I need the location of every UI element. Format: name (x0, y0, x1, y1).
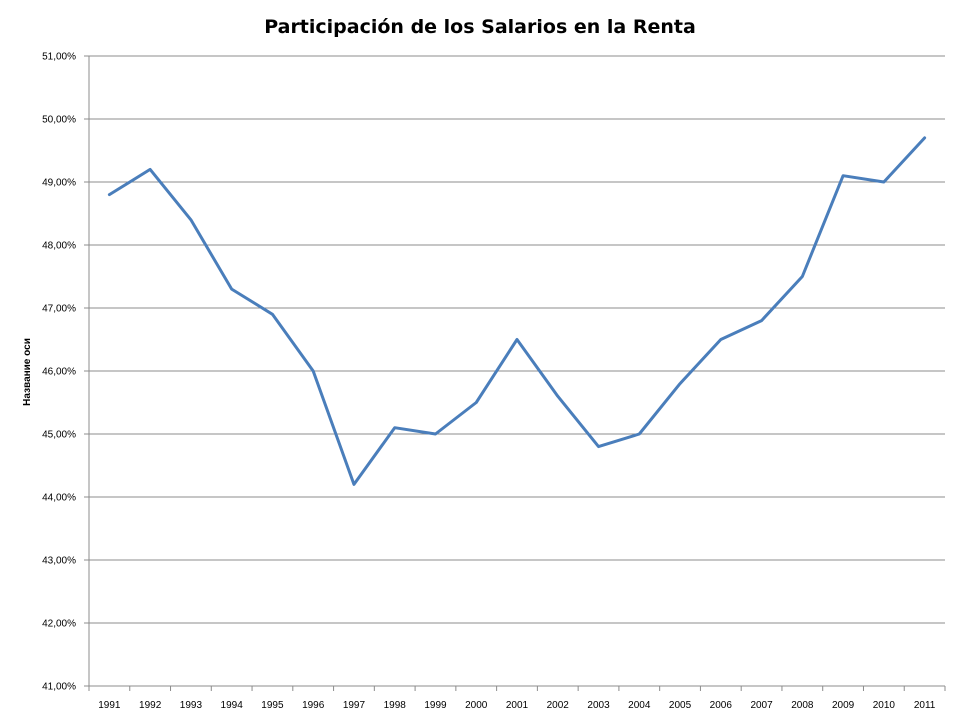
y-tick-label: 46,00% (42, 367, 76, 378)
y-tick-label: 47,00% (42, 304, 76, 315)
x-tick-label: 1996 (302, 700, 325, 711)
x-tick-label: 1991 (98, 700, 121, 711)
y-tick-label: 41,00% (42, 682, 76, 693)
series-layer (107, 136, 927, 486)
y-tick-label: 51,00% (42, 52, 76, 63)
x-tick-label: 1995 (261, 700, 284, 711)
x-tick-label: 2006 (710, 700, 733, 711)
x-tick-label: 1994 (221, 700, 244, 711)
y-tick-label: 42,00% (42, 619, 76, 630)
x-tick-label: 2004 (628, 700, 651, 711)
chart-title: Participación de los Salarios en la Rent… (264, 16, 696, 38)
x-tick-label: 2002 (547, 700, 570, 711)
x-tick-label: 2007 (750, 700, 773, 711)
x-tick-label: 1997 (343, 700, 366, 711)
x-tick-label: 2011 (914, 700, 936, 711)
y-tick-label: 48,00% (42, 241, 76, 252)
x-tick-label: 1998 (384, 700, 407, 711)
x-tick-label: 2010 (873, 700, 896, 711)
y-tick-label: 43,00% (42, 556, 76, 567)
x-tick-label: 2008 (791, 700, 814, 711)
x-tick-label: 2009 (832, 700, 855, 711)
gridlines (89, 55, 945, 624)
y-axis-label: Название оси (22, 338, 33, 406)
series-line (107, 136, 927, 486)
x-tick-label: 2005 (669, 700, 692, 711)
y-tick-label: 49,00% (42, 178, 76, 189)
x-tick-label: 2001 (506, 700, 529, 711)
y-tick-label: 45,00% (42, 430, 76, 441)
y-tick-labels: 41,00% 42,00% 43,00% 44,00% 45,00% 46,00% 47,0… (42, 52, 76, 693)
x-tick-labels: 1991 1992 1993 1994 1995 1996 1997 1998 1999 2000… (98, 700, 936, 711)
axes (84, 55, 946, 691)
y-tick-label: 44,00% (42, 493, 76, 504)
x-tick-label: 2000 (465, 700, 488, 711)
x-tick-label: 1993 (180, 700, 203, 711)
y-tick-label: 50,00% (42, 115, 76, 126)
x-tick-label: 1999 (424, 700, 447, 711)
x-tick-label: 2003 (587, 700, 610, 711)
x-tick-label: 1992 (139, 700, 162, 711)
